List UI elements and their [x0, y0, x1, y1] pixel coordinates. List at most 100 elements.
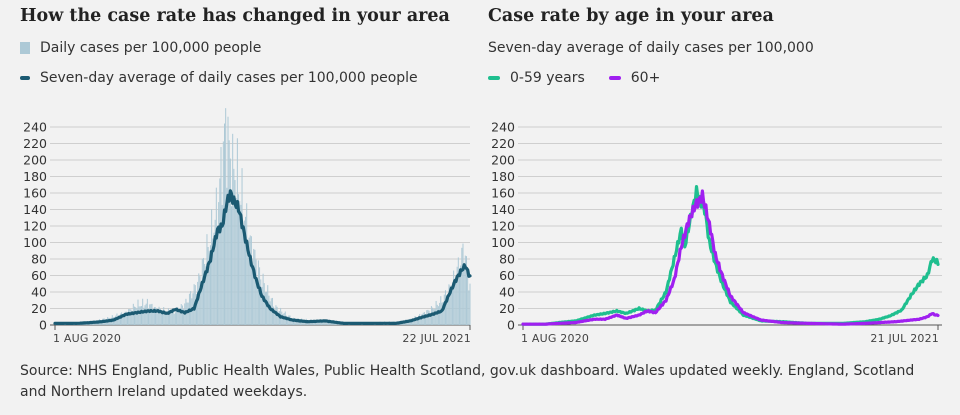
y-tick-label: 20 [499, 301, 515, 316]
y-tick-label: 200 [491, 153, 515, 168]
y-tick-label: 240 [491, 120, 515, 135]
daily-case-bar [138, 306, 140, 325]
daily-case-bar [437, 306, 439, 325]
legend-bar-swatch [20, 42, 30, 54]
daily-case-bar [233, 168, 235, 325]
daily-case-bar [197, 281, 199, 325]
daily-case-bar [145, 303, 147, 325]
y-tick-label: 120 [23, 219, 47, 234]
daily-case-bar [202, 257, 204, 325]
y-tick-label: 100 [23, 235, 47, 250]
daily-case-bar [152, 312, 154, 325]
daily-case-bar [441, 302, 443, 325]
daily-case-bar [446, 298, 448, 325]
daily-case-bar [201, 258, 203, 325]
legend-label-seven-day-average: Seven-day average of daily cases per 100… [40, 70, 418, 86]
daily-case-bar [266, 291, 268, 325]
daily-case-bar [321, 322, 323, 325]
daily-case-bar [422, 312, 424, 325]
daily-case-bar [204, 263, 206, 325]
daily-case-bar [232, 133, 234, 325]
daily-case-bar [322, 321, 324, 325]
daily-case-bar [428, 310, 430, 325]
daily-case-bar [150, 304, 152, 325]
daily-case-bar [183, 309, 185, 325]
daily-case-bar [181, 305, 183, 325]
daily-case-bar [268, 295, 270, 325]
daily-case-bar [461, 247, 463, 325]
daily-case-bar [412, 319, 414, 325]
y-tick-label: 160 [491, 186, 515, 201]
daily-case-bar [133, 306, 135, 325]
daily-case-bar [423, 312, 425, 325]
daily-case-bar [171, 312, 173, 325]
daily-case-bar [222, 141, 224, 325]
daily-case-bar [219, 178, 221, 325]
daily-case-bar [439, 302, 441, 325]
daily-case-bar [228, 140, 230, 325]
y-tick-label: 220 [23, 136, 47, 151]
daily-case-bar [323, 321, 325, 325]
daily-case-bar [250, 236, 252, 325]
daily-case-bar [442, 301, 444, 325]
daily-case-bar [433, 309, 435, 325]
daily-case-bar [317, 321, 319, 325]
legend-label-60-plus: 60+ [630, 70, 661, 86]
daily-case-bar [195, 293, 197, 325]
daily-case-bar [141, 306, 143, 325]
daily-case-bar [448, 284, 450, 325]
y-tick-label: 0 [507, 318, 515, 333]
daily-case-bar [165, 312, 167, 325]
daily-case-bar [415, 318, 417, 325]
daily-case-bar [209, 245, 211, 325]
daily-case-bar [200, 282, 202, 325]
daily-case-bar [319, 320, 321, 325]
daily-case-bar [455, 281, 457, 325]
daily-case-bar [411, 320, 413, 325]
daily-case-bar [295, 320, 297, 325]
daily-case-bar [169, 312, 171, 325]
daily-case-bar [456, 266, 458, 325]
daily-case-bar [248, 237, 250, 325]
series-line-60- [521, 189, 940, 326]
daily-case-bar [425, 315, 427, 325]
daily-case-bar [240, 204, 242, 325]
daily-case-bar [207, 247, 209, 325]
legend-line-swatch [608, 76, 621, 80]
right-chart-legend: 0-59 years 60+ [488, 70, 684, 86]
daily-case-bar [143, 307, 145, 325]
daily-case-bar [421, 314, 423, 325]
daily-case-bar [117, 316, 119, 325]
daily-case-bar [436, 304, 438, 325]
x-tick-label: 1 AUG 2020 [521, 332, 589, 345]
daily-case-bar [299, 320, 301, 325]
daily-case-bar [130, 309, 132, 325]
daily-case-bar [191, 298, 193, 325]
x-tick-label: 22 JUL 2021 [402, 332, 471, 345]
daily-case-bar [468, 290, 470, 325]
daily-case-bar [277, 311, 279, 325]
daily-case-bar [318, 321, 320, 325]
daily-case-bar [408, 320, 410, 325]
daily-case-bar [121, 312, 123, 325]
daily-case-bar [156, 308, 158, 325]
daily-case-bar [119, 313, 121, 325]
daily-case-bar [253, 248, 255, 325]
daily-case-bar [218, 202, 220, 325]
daily-case-bar [136, 308, 138, 325]
daily-case-bar [164, 310, 166, 325]
legend-item-daily-cases: Daily cases per 100,000 people [20, 40, 261, 56]
daily-case-bar [314, 321, 316, 325]
daily-case-bar [225, 108, 227, 325]
daily-case-bar [238, 194, 240, 325]
daily-case-bar [208, 250, 210, 325]
daily-case-bar [245, 216, 247, 325]
daily-case-bar [256, 278, 258, 325]
legend-label-daily-cases: Daily cases per 100,000 people [40, 40, 262, 56]
daily-case-bar [160, 310, 162, 325]
left-chart-title: How the case rate has changed in your ar… [20, 6, 450, 26]
daily-case-bar [179, 308, 181, 325]
daily-case-bar [420, 317, 422, 325]
daily-case-bar [460, 265, 462, 325]
